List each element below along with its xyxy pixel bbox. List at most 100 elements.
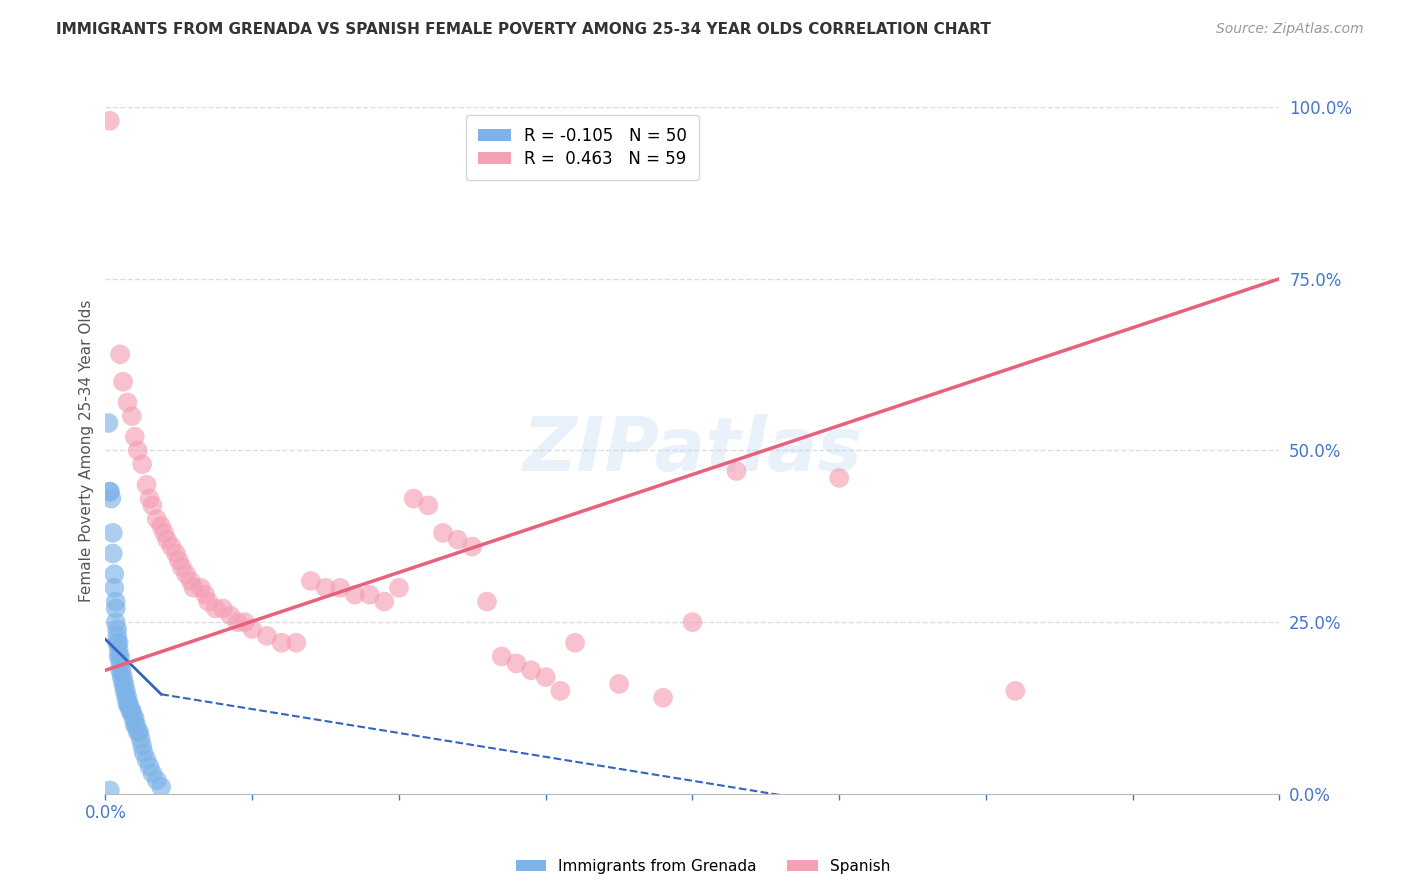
Point	[98, 783, 121, 797]
Point	[146, 512, 169, 526]
Point	[129, 731, 152, 746]
Point	[135, 752, 157, 766]
Point	[108, 663, 131, 677]
Point	[124, 718, 146, 732]
Point	[446, 533, 468, 547]
Point	[156, 533, 179, 547]
Point	[112, 670, 135, 684]
Point	[118, 698, 141, 712]
Point	[461, 540, 484, 554]
Point	[138, 491, 160, 506]
Point	[125, 718, 148, 732]
Point	[725, 464, 748, 478]
Point	[122, 711, 145, 725]
Point	[101, 525, 124, 540]
Point	[146, 773, 169, 788]
Point	[107, 636, 129, 650]
Point	[240, 622, 263, 636]
Text: ZIPatlas: ZIPatlas	[523, 414, 862, 487]
Point	[110, 663, 132, 677]
Point	[219, 608, 242, 623]
Point	[127, 443, 149, 458]
Point	[315, 581, 337, 595]
Legend: Immigrants from Grenada, Spanish: Immigrants from Grenada, Spanish	[509, 853, 897, 880]
Point	[165, 546, 187, 561]
Point	[124, 430, 146, 444]
Point	[121, 409, 143, 423]
Point	[491, 649, 513, 664]
Point	[121, 705, 143, 719]
Point	[110, 670, 132, 684]
Point	[475, 594, 498, 608]
Point	[118, 698, 141, 712]
Point	[190, 581, 212, 595]
Point	[115, 690, 138, 705]
Point	[211, 601, 233, 615]
Point	[180, 574, 202, 588]
Point	[132, 746, 155, 760]
Point	[652, 690, 675, 705]
Point	[343, 588, 366, 602]
Point	[285, 636, 308, 650]
Point	[97, 416, 120, 430]
Point	[160, 540, 183, 554]
Point	[174, 567, 197, 582]
Point	[170, 560, 193, 574]
Point	[153, 525, 176, 540]
Point	[299, 574, 322, 588]
Point	[114, 683, 136, 698]
Point	[204, 601, 226, 615]
Point	[108, 347, 131, 361]
Point	[105, 622, 128, 636]
Point	[107, 642, 129, 657]
Point	[104, 594, 127, 608]
Point	[107, 649, 129, 664]
Point	[226, 615, 249, 630]
Point	[103, 567, 125, 582]
Point	[117, 395, 139, 409]
Point	[115, 683, 138, 698]
Point	[117, 690, 139, 705]
Point	[564, 636, 586, 650]
Point	[120, 705, 142, 719]
Point	[270, 636, 292, 650]
Legend: R = -0.105   N = 50, R =  0.463   N = 59: R = -0.105 N = 50, R = 0.463 N = 59	[465, 115, 699, 179]
Point	[150, 519, 173, 533]
Point	[329, 581, 352, 595]
Point	[104, 615, 127, 630]
Point	[108, 649, 131, 664]
Point	[197, 594, 219, 608]
Point	[121, 705, 143, 719]
Point	[108, 657, 131, 671]
Point	[131, 457, 153, 471]
Point	[135, 478, 157, 492]
Point	[112, 677, 135, 691]
Point	[256, 629, 278, 643]
Point	[141, 499, 163, 513]
Point	[101, 546, 124, 561]
Point	[141, 766, 163, 780]
Point	[124, 711, 146, 725]
Point	[100, 491, 122, 506]
Point	[104, 601, 127, 615]
Point	[131, 739, 153, 753]
Point	[233, 615, 256, 630]
Point	[105, 629, 128, 643]
Point	[388, 581, 411, 595]
Point	[607, 677, 630, 691]
Point	[418, 499, 440, 513]
Point	[105, 636, 128, 650]
Point	[128, 725, 150, 739]
Point	[828, 471, 851, 485]
Point	[534, 670, 557, 684]
Point	[520, 663, 543, 677]
Point	[127, 725, 149, 739]
Point	[98, 113, 121, 128]
Point	[359, 588, 381, 602]
Point	[432, 525, 454, 540]
Point	[402, 491, 425, 506]
Point	[1004, 683, 1026, 698]
Point	[114, 677, 136, 691]
Text: Source: ZipAtlas.com: Source: ZipAtlas.com	[1216, 22, 1364, 37]
Point	[98, 484, 121, 499]
